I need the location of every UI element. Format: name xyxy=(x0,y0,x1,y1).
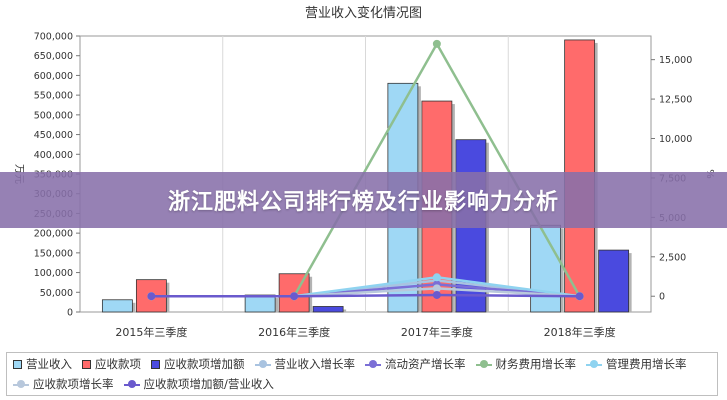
y-tick-label: 700,000 xyxy=(34,32,73,43)
bar xyxy=(598,249,630,313)
legend-line-marker xyxy=(365,360,381,369)
chart-title: 营业收入变化情况图 xyxy=(304,6,422,21)
series-point xyxy=(147,292,156,301)
y-tick-label: 100,000 xyxy=(34,268,73,279)
y-tick-label: 500,000 xyxy=(34,110,73,121)
legend-item: 管理费用增长率 xyxy=(586,355,687,374)
series-point xyxy=(432,273,441,282)
y-tick-label: 0 xyxy=(67,308,73,319)
y-tick-label: 650,000 xyxy=(34,51,73,62)
legend-line-marker xyxy=(586,360,602,369)
series-point xyxy=(575,292,584,301)
series-point xyxy=(290,292,299,301)
legend-label: 应收款项增加额/营业收入 xyxy=(143,377,274,391)
legend-item: 应收款项 xyxy=(82,355,141,374)
y-tick-label: 600,000 xyxy=(34,71,73,82)
legend-line-marker xyxy=(13,380,29,389)
legend-swatch xyxy=(151,360,160,369)
y2-tick-label: 0 xyxy=(659,292,665,303)
y2-tick-label: 12,500 xyxy=(659,95,692,106)
legend-item: 应收款项增加额/营业收入 xyxy=(123,375,274,394)
legend-label: 营业收入 xyxy=(26,357,72,371)
legend-line-marker xyxy=(123,380,140,389)
series-point xyxy=(432,284,441,293)
bar xyxy=(244,294,276,313)
overlay-banner: 浙江肥料公司排行榜及行业影响力分析 xyxy=(0,172,727,228)
legend-line-marker xyxy=(254,360,271,369)
x-tick-label: 2015年三季度 xyxy=(115,325,187,339)
legend-item: 应收款项增长率 xyxy=(13,375,114,394)
x-tick-label: 2018年三季度 xyxy=(544,325,616,339)
bar xyxy=(530,224,562,313)
x-tick-label: 2016年三季度 xyxy=(258,325,330,339)
legend-swatch xyxy=(82,360,91,369)
legend-item: 营业收入 xyxy=(13,355,72,374)
x-tick-label: 2017年三季度 xyxy=(401,325,473,339)
chart-legend: 营业收入 应收款项 应收款项增加额 营业收入增长率 流动资产增长率 财务费用增长率 管理费用… xyxy=(6,352,718,396)
series-line xyxy=(151,293,580,298)
y2-tick-label: 2,500 xyxy=(659,252,686,263)
legend-item: 财务费用增长率 xyxy=(475,355,577,374)
legend-line-marker xyxy=(475,360,492,369)
y2-tick-label: 15,000 xyxy=(659,55,692,66)
legend-label: 流动资产增长率 xyxy=(385,357,466,371)
legend-item: 应收款项增加额 xyxy=(151,355,245,374)
y-tick-label: 550,000 xyxy=(34,91,73,102)
legend-item: 营业收入增长率 xyxy=(254,355,356,374)
legend-swatch xyxy=(13,360,22,369)
legend-label: 营业收入增长率 xyxy=(274,357,356,371)
banner-text: 浙江肥料公司排行榜及行业影响力分析 xyxy=(167,190,559,215)
series-point xyxy=(432,290,441,299)
legend-label: 管理费用增长率 xyxy=(606,357,687,371)
bar xyxy=(101,299,133,313)
y-tick-label: 50,000 xyxy=(40,288,73,299)
bar xyxy=(312,306,344,313)
legend-label: 应收款项 xyxy=(95,357,141,371)
y-tick-label: 150,000 xyxy=(34,248,73,259)
y-tick-label: 400,000 xyxy=(34,150,73,161)
legend-item: 流动资产增长率 xyxy=(365,355,466,374)
y-tick-label: 200,000 xyxy=(34,229,73,240)
legend-label: 应收款项增长率 xyxy=(33,377,114,391)
legend-label: 应收款项增加额 xyxy=(164,357,245,371)
series-point xyxy=(432,39,441,48)
legend-label: 财务费用增长率 xyxy=(495,357,577,371)
y2-tick-label: 10,000 xyxy=(659,134,692,145)
y-tick-label: 450,000 xyxy=(34,130,73,141)
